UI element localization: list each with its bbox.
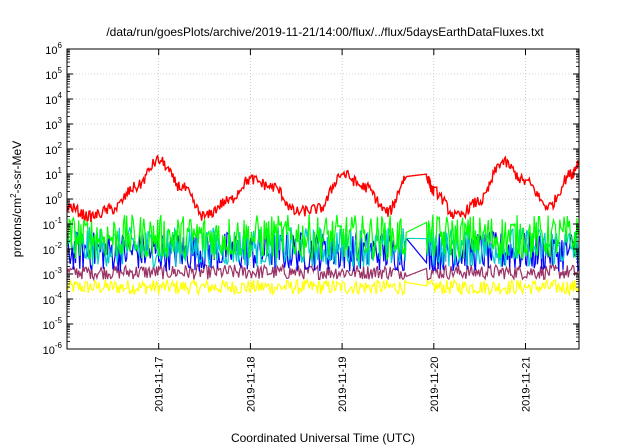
y-tick-label: 101 xyxy=(45,166,62,182)
grid xyxy=(67,49,579,349)
series-line xyxy=(66,277,580,297)
x-axis: 2019-11-17 2019-11-18 2019-11-19 2019-11-20… xyxy=(154,49,533,412)
y-tick-label: 10-4 xyxy=(43,291,63,307)
y-tick-label: 104 xyxy=(45,91,62,107)
y-axis-title: protons/cm2-s-sr-MeV xyxy=(9,141,24,257)
x-tick-label: 2019-11-18 xyxy=(245,357,257,412)
x-tick-label: 2019-11-19 xyxy=(337,357,349,412)
series-group xyxy=(66,154,580,297)
series-line xyxy=(66,214,580,262)
chart-title: /data/run/goesPlots/archive/2019-11-21/1… xyxy=(106,25,544,39)
y-tick-label: 100 xyxy=(45,191,62,207)
series-line xyxy=(66,263,580,282)
y-tick-label: 10-2 xyxy=(43,241,63,257)
y-tick-label: 105 xyxy=(45,66,62,82)
x-axis-title: Coordinated Universal Time (UTC) xyxy=(231,431,415,445)
y-tick-label: 10-6 xyxy=(43,341,63,357)
x-tick-label: 2019-11-20 xyxy=(429,357,441,412)
y-tick-label: 10-5 xyxy=(43,316,63,332)
y-tick-label: 103 xyxy=(45,116,62,132)
y-tick-label: 10-1 xyxy=(43,216,63,232)
x-tick-label: 2019-11-17 xyxy=(154,357,166,412)
x-tick-label: 2019-11-21 xyxy=(521,357,533,412)
y-tick-label: 10-3 xyxy=(43,266,63,282)
y-axis: 10-6 10-5 10-4 10-3 10-2 10-1 100 101 102 103 104 1… xyxy=(43,41,579,357)
series-line-red xyxy=(66,154,580,223)
y-tick-label: 102 xyxy=(45,141,62,157)
y-tick-label: 106 xyxy=(45,41,62,57)
